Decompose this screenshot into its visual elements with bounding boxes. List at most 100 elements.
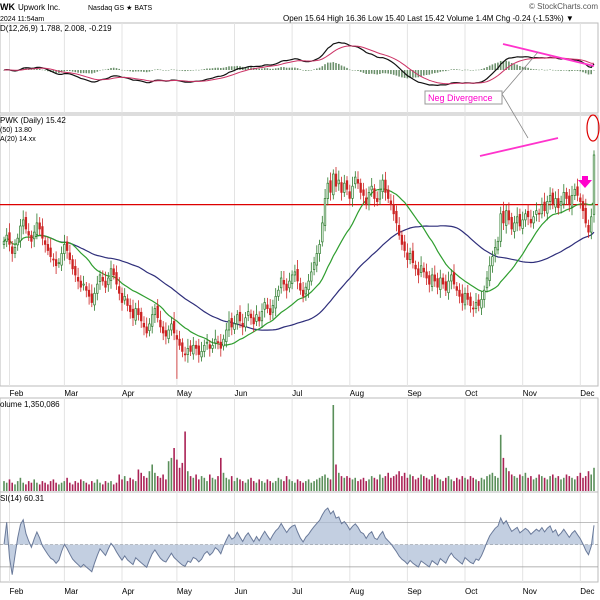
candle — [573, 188, 576, 196]
volume-bar — [340, 476, 343, 491]
macd-hist-bar — [565, 70, 568, 71]
volume-bar — [497, 477, 499, 491]
volume-bar — [560, 479, 562, 491]
candle — [461, 293, 464, 303]
macd-hist-bar — [41, 69, 44, 71]
candle — [340, 182, 343, 193]
volume-bar — [305, 481, 307, 491]
macd-hist-bar — [475, 69, 477, 71]
volume-bar — [8, 479, 11, 491]
candle — [2, 240, 6, 245]
volume-bar — [184, 431, 186, 491]
candle — [400, 234, 404, 245]
candle — [19, 225, 22, 242]
candle — [513, 222, 516, 232]
macd-hist-bar — [170, 69, 173, 70]
macd-hist-bar — [593, 70, 595, 71]
volume-bar — [329, 479, 332, 491]
x-axis-label: Mar — [64, 389, 78, 398]
candle — [483, 289, 486, 300]
candle — [537, 212, 541, 215]
candle — [170, 323, 173, 331]
volume-bar — [483, 479, 485, 491]
volume-bar — [458, 479, 461, 491]
macd-hist-bar — [283, 67, 285, 70]
macd-hist-bar — [173, 69, 175, 71]
volume-bar — [261, 481, 263, 491]
volume-bar — [258, 479, 260, 491]
candle — [452, 272, 456, 285]
candle — [96, 283, 99, 294]
exchange-label: Nasdaq GS ★ BATS — [88, 4, 152, 12]
candle — [334, 173, 338, 187]
macd-hist-bar — [187, 70, 189, 71]
candle — [41, 226, 44, 239]
candle — [192, 344, 195, 355]
candle — [205, 341, 209, 344]
macd-hist-bar — [134, 70, 137, 72]
macd-hist-bar — [412, 70, 414, 78]
volume-bar — [148, 471, 151, 491]
macd-hist-bar — [302, 70, 304, 71]
candle — [529, 218, 533, 224]
volume-bar — [198, 479, 200, 491]
annotation-pointer-line — [501, 51, 539, 95]
volume-bar — [571, 477, 573, 491]
candle — [11, 246, 14, 254]
macd-hist-bar — [261, 68, 263, 70]
macd-hist-bar — [563, 70, 565, 71]
macd-hist-bar — [541, 69, 543, 70]
candle — [274, 296, 277, 309]
macd-hist-bar — [214, 67, 217, 70]
volume-bar — [30, 482, 33, 491]
candle — [161, 326, 165, 334]
volume-bar — [420, 474, 422, 491]
candle — [548, 195, 552, 202]
volume-bar — [170, 457, 173, 491]
candle — [447, 280, 450, 294]
volume-bar — [27, 481, 30, 491]
volume-bar — [423, 476, 425, 491]
volume-bar — [63, 481, 66, 491]
macd-hist-bar — [91, 70, 93, 74]
candle — [203, 344, 206, 352]
volume-bar — [102, 484, 104, 491]
volume-bar — [71, 484, 74, 491]
candle — [337, 179, 340, 185]
macd-hist-bar — [338, 63, 340, 70]
macd-hist-bar — [126, 70, 129, 71]
macd-hist-bar — [524, 67, 527, 70]
volume-bar — [143, 476, 145, 491]
macd-hist-bar — [47, 70, 49, 72]
candle — [526, 210, 530, 218]
volume-bar — [140, 472, 142, 491]
macd-hist-bar — [266, 68, 269, 70]
candles — [2, 150, 596, 379]
macd-hist-bar — [307, 70, 310, 71]
volume-bar — [307, 479, 310, 491]
macd-hist-bar — [211, 68, 214, 70]
volume-bar — [121, 479, 123, 491]
macd-hist-bar — [453, 69, 455, 70]
volume-bar — [241, 481, 244, 491]
candle — [356, 179, 360, 184]
volume-bar — [554, 477, 557, 491]
candle — [126, 298, 129, 306]
candle — [524, 213, 527, 221]
macd-hist-bar — [436, 70, 439, 73]
macd-hist-bar — [63, 70, 66, 72]
candle — [323, 198, 327, 226]
volume-bar — [519, 474, 521, 491]
x-axis-label: Jun — [235, 587, 248, 596]
macd-hist-bar — [574, 70, 576, 71]
volume-bar — [368, 479, 370, 491]
candle — [433, 274, 436, 282]
macd-hist-bar — [488, 65, 491, 70]
macd-hist-bar — [497, 62, 499, 70]
price-panel — [0, 114, 599, 387]
candle — [98, 274, 102, 282]
candle — [310, 271, 313, 282]
candle — [219, 341, 222, 349]
candle — [27, 231, 30, 236]
